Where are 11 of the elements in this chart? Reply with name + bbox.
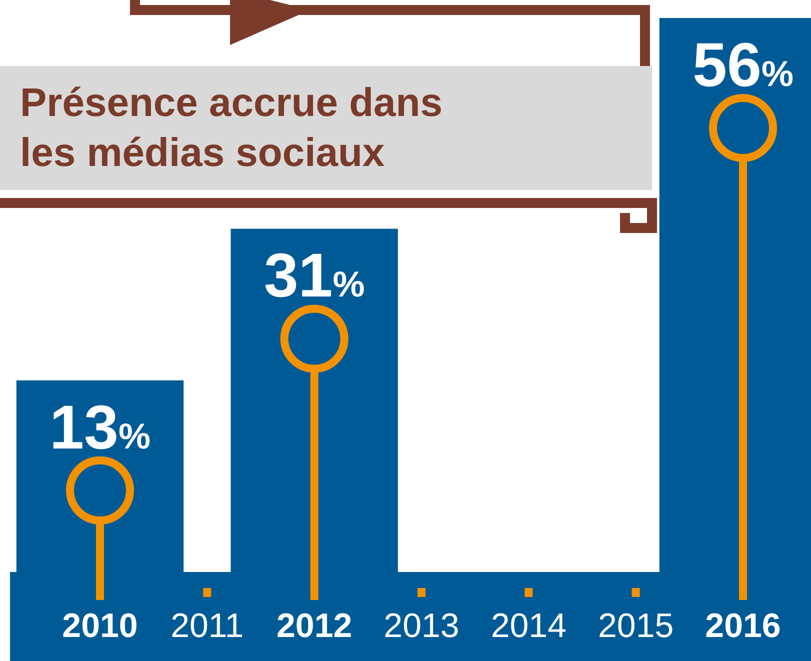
data-label: 13%	[50, 393, 150, 462]
data-label: 56%	[692, 31, 794, 100]
chart-title: Présence accrue dans les médias sociaux	[20, 81, 442, 175]
x-tick-label: 2013	[384, 607, 460, 645]
x-tick-label: 2010	[62, 607, 138, 645]
x-tick-label: 2014	[490, 607, 566, 645]
x-tick-label: 2012	[276, 607, 352, 645]
x-tick-label: 2016	[705, 607, 781, 645]
x-tick-label: 2011	[170, 607, 244, 645]
data-label: 31%	[264, 242, 365, 311]
x-tick-label: 2015	[598, 607, 674, 645]
